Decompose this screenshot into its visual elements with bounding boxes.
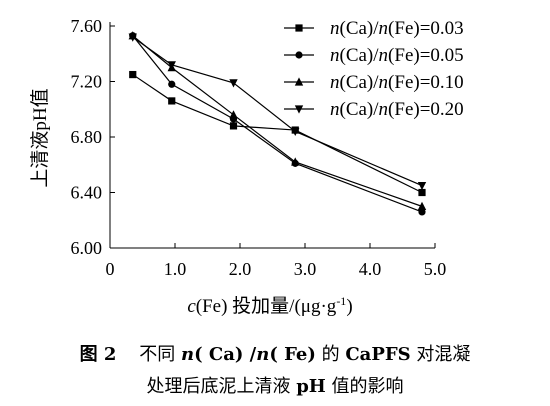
caption-text-b: n — [181, 344, 195, 365]
data-point — [418, 188, 426, 197]
x-axis-label: c(Fe) 投加量/(μg·g-1) — [187, 294, 352, 317]
data-point — [129, 70, 137, 79]
caption-text-2a: 处理后底泥上清液 — [146, 376, 297, 397]
legend-entry: n(Ca)/n(Fe)=0.03 — [284, 18, 464, 39]
x-tick-label: 0 — [106, 259, 115, 279]
caption-figure-number: 图 2 — [79, 344, 117, 365]
data-point — [229, 79, 238, 88]
data-point — [168, 97, 176, 105]
legend-marker — [295, 24, 303, 32]
legend-marker — [294, 77, 304, 86]
data-point — [418, 208, 426, 216]
data-point — [417, 181, 427, 191]
legend-entry: n(Ca)/n(Fe)=0.20 — [284, 99, 464, 120]
y-tick-label: 7.60 — [71, 16, 103, 36]
caption-text-2c: 值的影响 — [325, 376, 404, 397]
legend-entry: n(Ca)/n(Fe)=0.05 — [284, 45, 464, 66]
legend-label: n(Ca)/n(Fe)=0.20 — [330, 99, 464, 120]
data-point — [168, 80, 176, 88]
figure-caption-line2: 处理后底泥上清液 pH 值的影响 — [0, 372, 550, 398]
caption-text-f: 的 — [315, 344, 346, 365]
legend-entry: n(Ca)/n(Fe)=0.10 — [284, 72, 464, 93]
legend-label: n(Ca)/n(Fe)=0.05 — [330, 45, 464, 66]
x-tick-label: 4.0 — [359, 259, 382, 279]
x-tick-label: 3.0 — [294, 259, 317, 279]
chart-labels: 6.00 6.40 6.80 7.20 7.60 0 1.0 2.0 3.0 4.0 5.0 c(Fe… — [29, 16, 446, 317]
caption-text-g: CaPFS — [345, 344, 411, 365]
y-tick-label: 6.40 — [71, 183, 103, 203]
legend-marker — [294, 105, 304, 114]
y-tick-label: 6.80 — [71, 127, 103, 147]
data-point — [128, 33, 137, 42]
data-point — [291, 157, 300, 166]
chart-series-layer — [128, 31, 427, 216]
y-axis-label: 上清液pH值 — [29, 88, 51, 187]
caption-text-a: 不同 — [139, 344, 182, 365]
legend-label: n(Ca)/n(Fe)=0.03 — [330, 18, 464, 39]
x-tick-label: 5.0 — [424, 259, 447, 279]
caption-text-c: ( Ca) / — [194, 344, 257, 365]
y-tick-label: 6.00 — [71, 238, 103, 258]
chart-legend: n(Ca)/n(Fe)=0.03 n(Ca)/n(Fe)=0.05 n(Ca)/n(… — [284, 18, 464, 120]
caption-text-d: n — [256, 344, 270, 365]
x-tick-label: 2.0 — [229, 259, 252, 279]
caption-text-h: 对混凝 — [410, 344, 471, 365]
caption-text-e: ( Fe) — [269, 344, 316, 365]
legend-label: n(Ca)/n(Fe)=0.10 — [330, 72, 464, 93]
y-tick-label: 7.20 — [71, 72, 103, 92]
figure-caption-line1: 图 2 不同 n( Ca) /n( Fe) 的 CaPFS 对混凝 — [0, 340, 550, 366]
data-point — [167, 61, 176, 70]
caption-text-2b: pH — [296, 376, 326, 397]
legend-marker — [295, 51, 303, 59]
data-point — [229, 110, 238, 119]
x-tick-label: 1.0 — [164, 259, 187, 279]
data-point — [291, 127, 300, 137]
chart-axes — [109, 22, 436, 249]
data-point — [417, 201, 427, 210]
data-point — [229, 122, 238, 130]
series-4 — [128, 33, 427, 191]
